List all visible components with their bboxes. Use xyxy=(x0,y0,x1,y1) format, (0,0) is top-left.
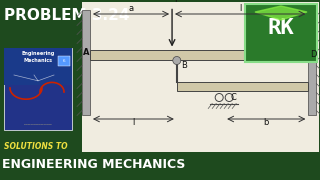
Text: C: C xyxy=(230,93,236,102)
Bar xyxy=(4,48,72,130)
Text: a: a xyxy=(128,4,133,13)
Text: Mechanics: Mechanics xyxy=(23,58,52,63)
Text: l: l xyxy=(239,4,241,13)
Text: Engineering: Engineering xyxy=(21,51,55,56)
Polygon shape xyxy=(255,6,307,20)
Circle shape xyxy=(173,57,181,64)
Bar xyxy=(82,2,319,152)
Text: SOLUTIONS TO: SOLUTIONS TO xyxy=(4,142,68,151)
Text: ─────────────────: ───────────────── xyxy=(24,123,52,127)
Text: 6: 6 xyxy=(63,59,65,63)
Text: P: P xyxy=(174,0,179,4)
Bar xyxy=(177,82,308,91)
Bar xyxy=(4,48,72,85)
Text: b: b xyxy=(264,118,269,127)
Text: PROBLEM 3.24: PROBLEM 3.24 xyxy=(4,8,130,23)
Text: RK: RK xyxy=(268,18,294,38)
Bar xyxy=(245,4,317,62)
Text: l: l xyxy=(132,118,135,127)
Text: B: B xyxy=(181,60,187,69)
Bar xyxy=(58,56,70,66)
Bar xyxy=(308,10,316,114)
Text: D: D xyxy=(310,50,317,59)
Text: ENGINEERING MECHANICS: ENGINEERING MECHANICS xyxy=(2,158,185,171)
Bar xyxy=(90,50,308,60)
Bar xyxy=(82,10,90,114)
Text: A: A xyxy=(83,48,89,57)
